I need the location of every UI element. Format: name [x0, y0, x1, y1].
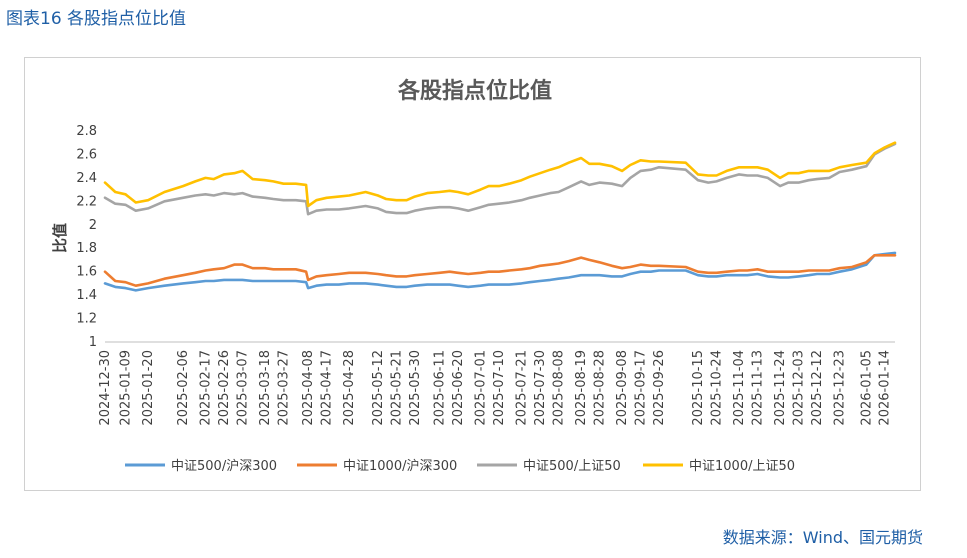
x-tick-label: 2025-05-30: [408, 350, 423, 426]
x-axis: 2024-12-30 2025-01-09 2025-01-20 2025-02-06…: [98, 341, 895, 426]
x-tick-label: 2025-03-07: [235, 350, 250, 426]
x-tick-label: 2025-09-08: [615, 350, 630, 426]
x-tick-label: 2025-05-12: [371, 350, 386, 426]
x-tick-label: 2025-09-17: [634, 350, 649, 426]
x-tick-label: 2025-11-24: [773, 350, 788, 426]
y-tick-label: 1.4: [76, 288, 97, 303]
x-tick-label: 2025-08-28: [593, 350, 608, 426]
x-tick-label: 2025-07-10: [492, 350, 507, 426]
chart-title: 各股指点位比值: [397, 78, 552, 104]
x-tick-label: 2025-08-19: [574, 350, 589, 426]
x-tick-label: 2025-07-01: [474, 350, 489, 426]
x-tick-label: 2025-08-08: [551, 350, 566, 426]
x-tick-label: 2025-12-03: [792, 350, 807, 426]
legend-label-4: 中证1000/上证50: [689, 459, 795, 474]
x-tick-label: 2025-12-23: [833, 350, 848, 426]
y-tick-label: 2.8: [76, 124, 97, 139]
x-tick-label: 2024-12-30: [98, 350, 113, 426]
x-tick-label: 2025-11-04: [732, 350, 747, 426]
x-tick-label: 2025-04-08: [301, 350, 316, 426]
chart-frame: 各股指点位比值 比值 1 1.2 1.4 1.6 1.8 2 2.2 2.4 2.6 2.8 20…: [24, 57, 921, 491]
x-tick-label: 2025-06-11: [432, 350, 447, 426]
line-chart: 各股指点位比值 比值 1 1.2 1.4 1.6 1.8 2 2.2 2.4 2.6 2.8 20…: [51, 78, 897, 474]
y-axis-label: 比值: [51, 223, 69, 253]
y-tick-label: 2.4: [76, 171, 97, 186]
x-tick-label: 2025-02-17: [199, 350, 214, 426]
legend-label-1: 中证500/沪深300: [171, 458, 277, 474]
series-line-2: [103, 254, 897, 287]
y-axis: 1 1.2 1.4 1.6 1.8 2 2.2 2.4 2.6 2.8: [76, 124, 97, 350]
x-tick-label: 2025-02-26: [217, 350, 232, 426]
x-tick-label: 2025-12-12: [810, 350, 825, 426]
y-tick-label: 1.6: [76, 265, 97, 280]
x-tick-label: 2025-10-15: [691, 350, 706, 426]
series-line-4: [103, 141, 897, 208]
source-note: 数据来源：Wind、国元期货: [722, 528, 923, 547]
x-tick-label: 2025-07-21: [515, 350, 530, 426]
y-tick-label: 2: [89, 218, 97, 233]
x-tick-label: 2025-03-27: [277, 350, 292, 426]
x-tick-label: 2025-06-20: [451, 350, 466, 426]
y-tick-label: 2.2: [76, 194, 97, 209]
legend: 中证500/沪深300 中证1000/沪深300 中证500/上证50 中证1000/…: [125, 458, 795, 474]
x-tick-label: 2025-01-09: [119, 350, 134, 426]
legend-label-2: 中证1000/沪深300: [343, 458, 457, 474]
y-tick-label: 1.8: [76, 241, 97, 256]
x-tick-label: 2025-02-06: [176, 350, 191, 426]
x-tick-label: 2025-11-13: [751, 350, 766, 426]
series-lines: [103, 141, 897, 292]
series-line-3: [103, 142, 897, 216]
y-tick-label: 1.2: [76, 312, 97, 327]
series-line-1: [103, 251, 897, 292]
x-tick-label: 2025-07-30: [533, 350, 548, 426]
x-tick-label: 2025-10-24: [709, 350, 724, 426]
x-tick-label: 2025-04-28: [342, 350, 357, 426]
x-tick-label: 2026-01-05: [859, 350, 874, 426]
x-tick-label: 2025-05-21: [389, 350, 404, 426]
x-tick-label: 2025-01-20: [141, 350, 156, 426]
figure-caption: 图表16 各股指点位比值: [6, 9, 187, 29]
y-tick-label: 1: [89, 335, 97, 350]
legend-label-3: 中证500/上证50: [523, 459, 621, 474]
x-tick-label: 2025-03-18: [258, 350, 273, 426]
x-tick-label: 2026-01-14: [878, 350, 893, 426]
x-tick-label: 2025-09-26: [652, 350, 667, 426]
y-tick-label: 2.6: [76, 147, 97, 162]
x-tick-label: 2025-04-17: [320, 350, 335, 426]
